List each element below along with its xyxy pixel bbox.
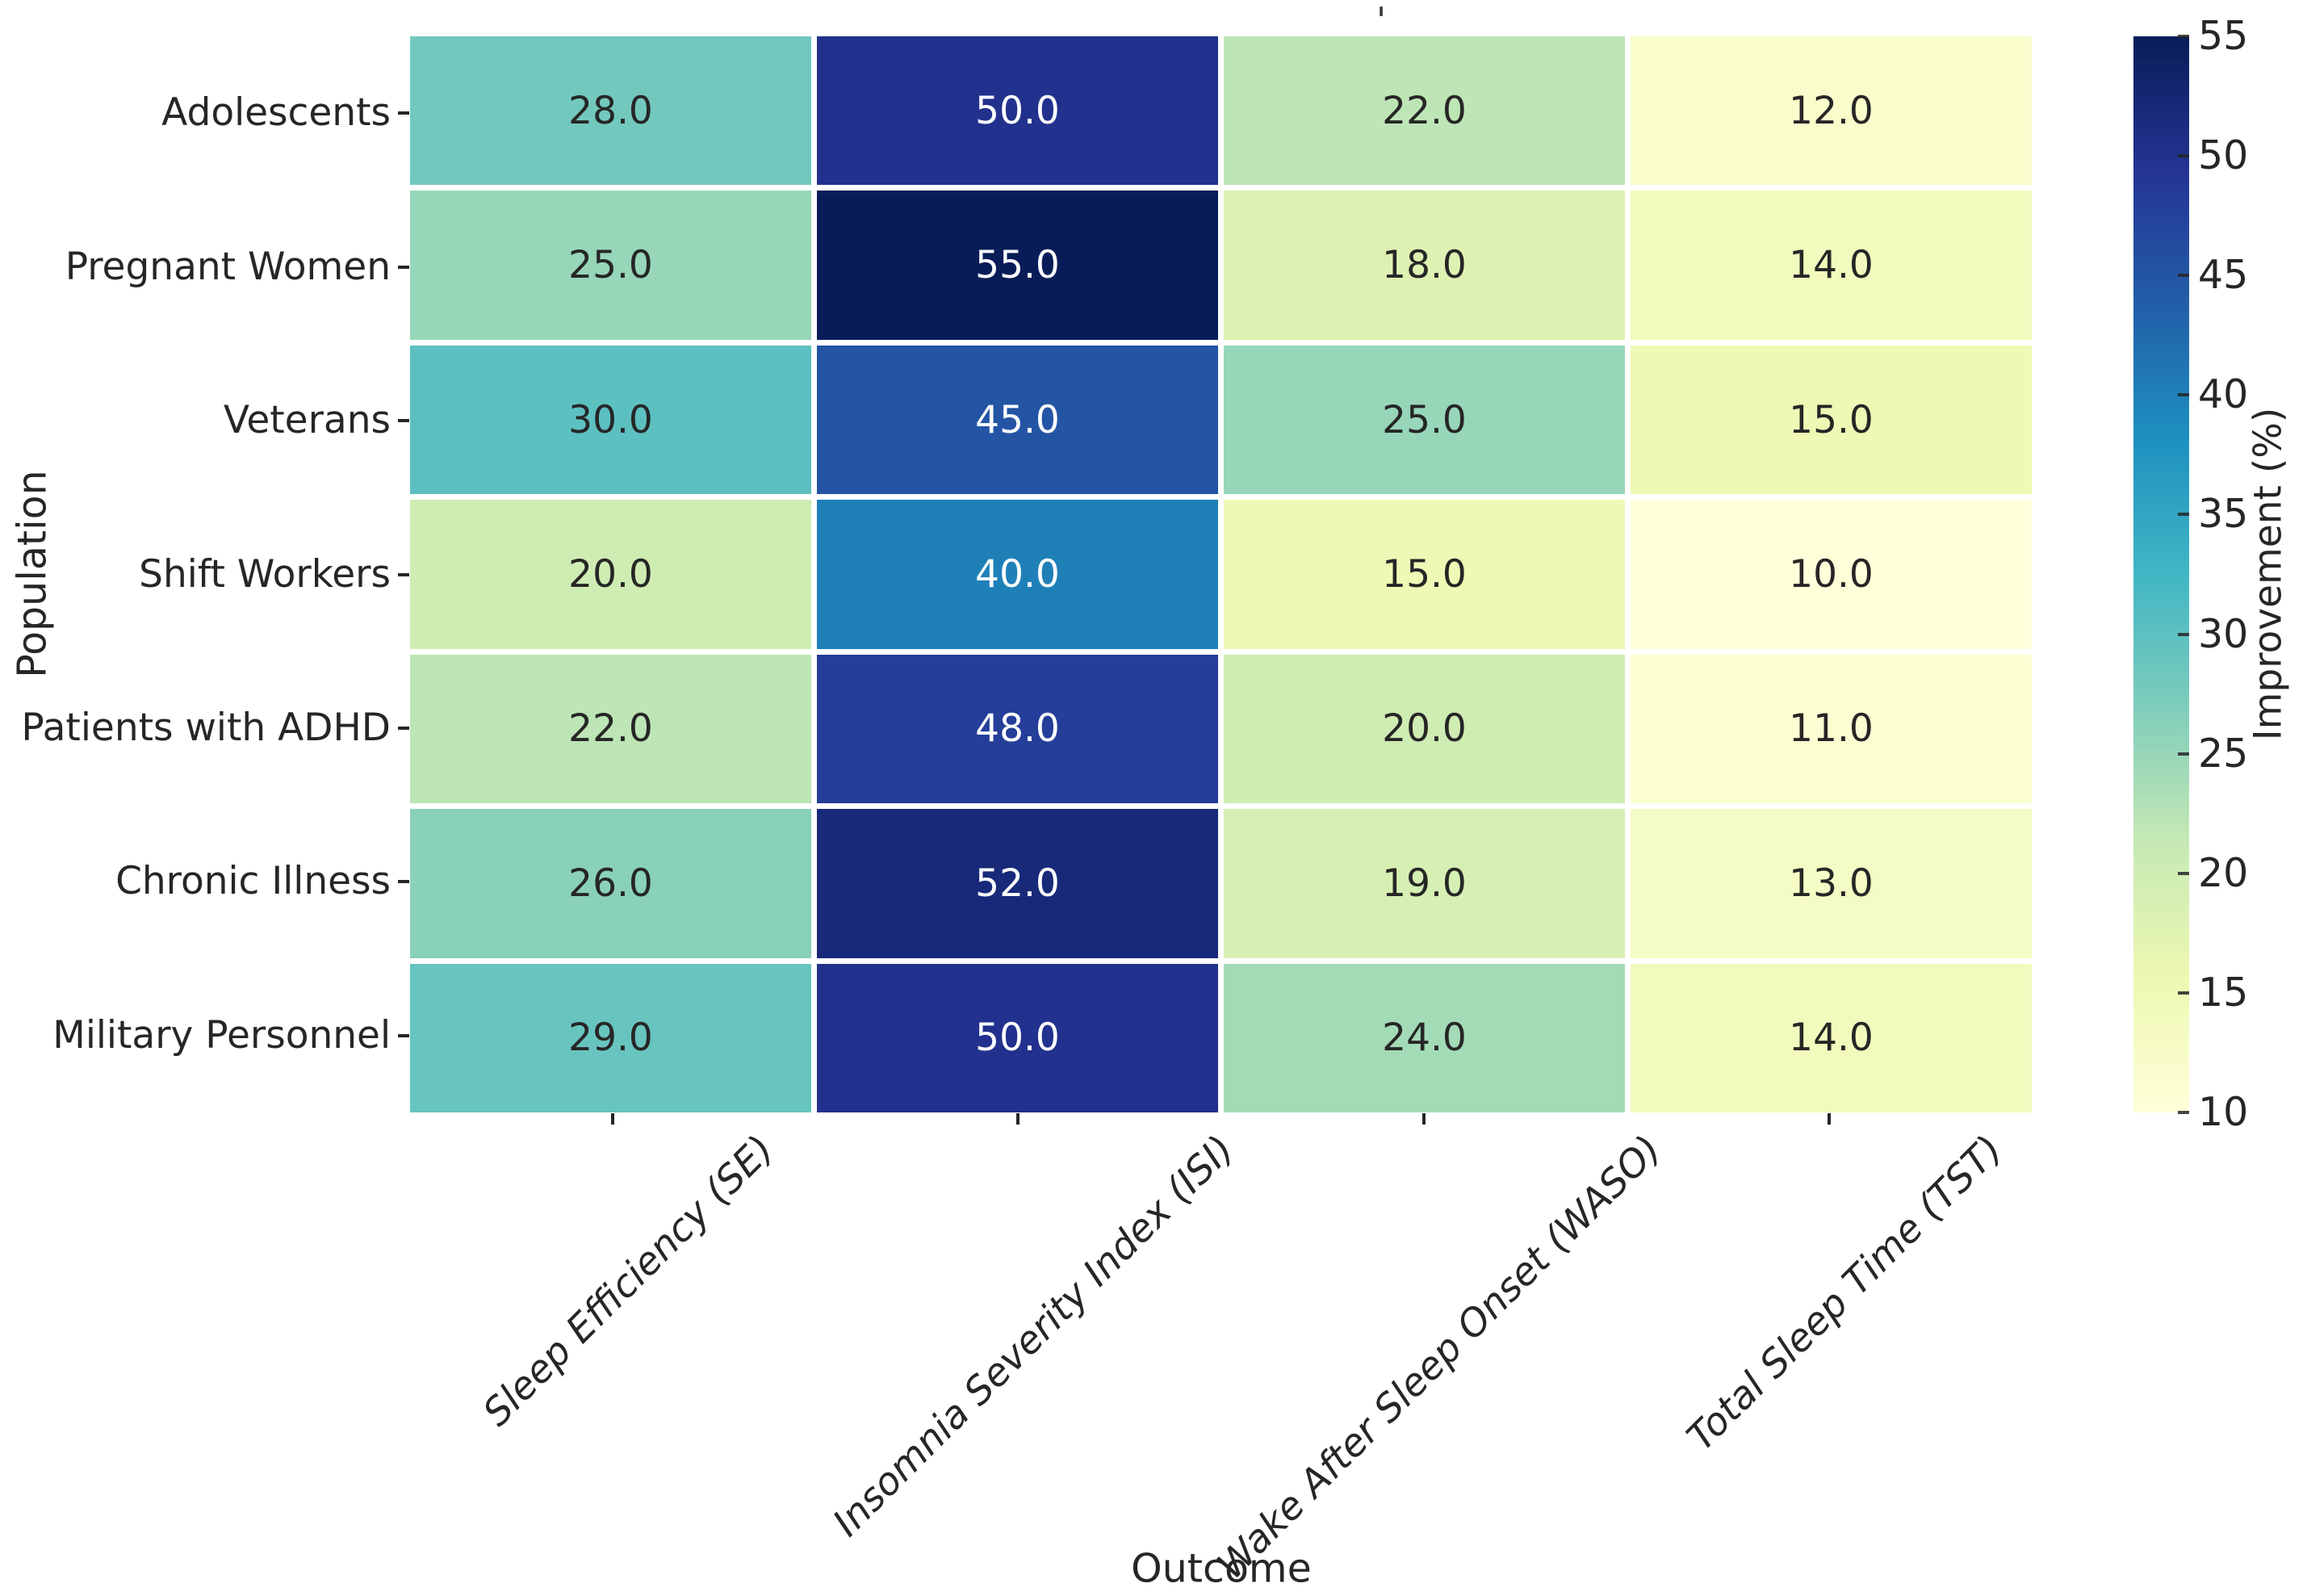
heatmap-cell: 15.0 [1631, 345, 2032, 495]
heatmap-cell: 12.0 [1631, 36, 2032, 186]
colorbar-tick-label: 20 [2198, 849, 2249, 896]
y-tick-label: Adolescents [161, 90, 391, 136]
heatmap-cell: 14.0 [1631, 191, 2032, 340]
x-tick-label: Insomnia Severity Index (ISI) [824, 1127, 1243, 1546]
heatmap-cell: 14.0 [1631, 963, 2032, 1112]
colorbar-tick-mark [2178, 513, 2189, 517]
colorbar-tick-mark [2178, 991, 2189, 995]
colorbar-tick-label: 35 [2198, 491, 2249, 538]
colorbar-tick-label: 40 [2198, 371, 2249, 418]
y-tick-mark [398, 419, 409, 423]
x-tick-label: Total Sleep Time (TST) [1678, 1127, 2012, 1460]
x-tick-mark [611, 1113, 615, 1125]
heatmap-cell: 52.0 [817, 809, 1218, 958]
colorbar-tick-label: 45 [2198, 252, 2249, 299]
y-tick-mark [398, 880, 409, 884]
heatmap-grid: 28.0 50.0 22.0 12.0 25.0 55.0 18.0 14.0 30.0 45.0… [410, 36, 2032, 1112]
figure-title-mark: ' [1376, 0, 1387, 41]
heatmap-cell: 28.0 [410, 36, 811, 186]
heatmap-cell: 30.0 [410, 345, 811, 495]
y-tick-mark [398, 726, 409, 730]
heatmap-cell: 45.0 [817, 345, 1218, 495]
heatmap-cell: 18.0 [1224, 191, 1625, 340]
colorbar-tick-label: 30 [2198, 610, 2249, 657]
heatmap-cell: 50.0 [817, 36, 1218, 186]
colorbar-title: Improvement (%) [2246, 407, 2291, 741]
x-tick-label: Wake After Sleep Onset (WASO) [1208, 1127, 1670, 1589]
heatmap-cell: 29.0 [410, 963, 811, 1112]
heatmap-cell: 25.0 [1224, 345, 1625, 495]
y-tick-label: Pregnant Women [65, 244, 391, 289]
y-tick-label: Military Personnel [52, 1012, 391, 1058]
y-tick-label: Chronic Illness [115, 859, 391, 904]
heatmap-cell: 22.0 [1224, 36, 1625, 186]
heatmap-cell: 10.0 [1631, 500, 2032, 649]
heatmap-cell: 15.0 [1224, 500, 1625, 649]
heatmap-cell: 24.0 [1224, 963, 1625, 1112]
x-tick-mark [1016, 1113, 1020, 1125]
heatmap-cell: 13.0 [1631, 809, 2032, 958]
colorbar-tick-label: 25 [2198, 730, 2249, 777]
heatmap-cell: 11.0 [1631, 654, 2032, 804]
y-axis-title: Population [9, 470, 56, 678]
heatmap-cell: 40.0 [817, 500, 1218, 649]
y-tick-mark [398, 1033, 409, 1037]
heatmap-cell: 20.0 [1224, 654, 1625, 804]
colorbar-tick-mark [2178, 1111, 2189, 1114]
x-tick-mark [1421, 1113, 1426, 1125]
colorbar-gradient [2133, 36, 2189, 1112]
colorbar-tick-label: 10 [2198, 1089, 2249, 1135]
colorbar-tick-mark [2178, 632, 2189, 636]
y-tick-label: Shift Workers [139, 551, 391, 597]
heatmap-cell: 22.0 [410, 654, 811, 804]
colorbar-tick-mark [2178, 752, 2189, 756]
x-axis-title: Outcome [1131, 1545, 1312, 1592]
y-tick-mark [398, 111, 409, 115]
x-tick-mark [1827, 1113, 1831, 1125]
colorbar-tick-label: 55 [2198, 13, 2249, 59]
heatmap-cell: 26.0 [410, 809, 811, 958]
colorbar-tick-mark [2178, 154, 2189, 158]
colorbar-tick-mark [2178, 274, 2189, 278]
colorbar-tick-mark [2178, 35, 2189, 38]
heatmap-cell: 25.0 [410, 191, 811, 340]
colorbar-tick-mark [2178, 871, 2189, 875]
y-tick-mark [398, 572, 409, 576]
y-tick-label: Veterans [223, 398, 391, 443]
y-tick-mark [398, 265, 409, 269]
colorbar-tick-label: 15 [2198, 969, 2249, 1016]
heatmap-cell: 48.0 [817, 654, 1218, 804]
colorbar-tick-mark [2178, 393, 2189, 397]
heatmap-cell: 20.0 [410, 500, 811, 649]
heatmap-cell: 55.0 [817, 191, 1218, 340]
x-tick-label: Sleep Efficiency (SE) [474, 1127, 783, 1435]
colorbar-tick-label: 50 [2198, 132, 2249, 179]
y-tick-label: Patients with ADHD [21, 705, 391, 750]
heatmap-cell: 50.0 [817, 963, 1218, 1112]
heatmap-cell: 19.0 [1224, 809, 1625, 958]
